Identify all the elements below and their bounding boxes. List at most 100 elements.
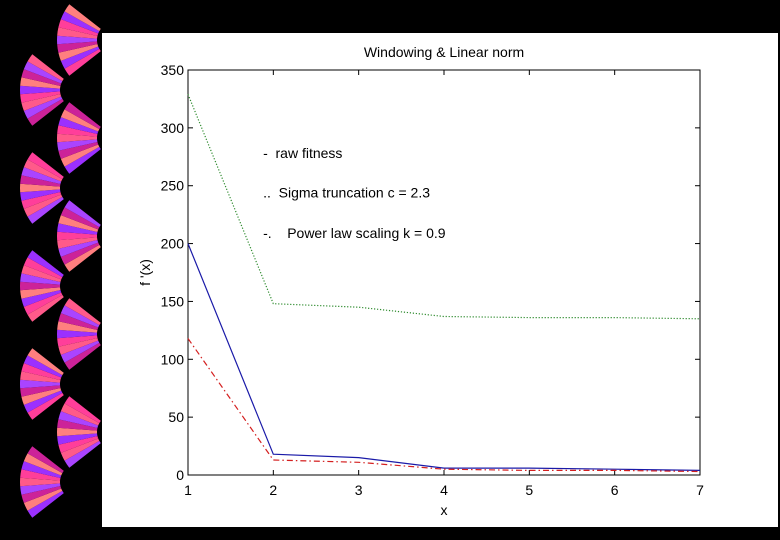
fan-segment (20, 281, 61, 291)
fan-segment (64, 200, 101, 228)
fan-segment (57, 321, 98, 333)
fan-segment (58, 337, 99, 355)
fan-segment (64, 298, 101, 326)
fan-segment (64, 244, 101, 272)
fan-segment (60, 438, 100, 461)
fan-segment (58, 215, 99, 233)
fan-segment (21, 289, 62, 307)
y-tick-label: 50 (168, 409, 184, 425)
fan-shape (19, 54, 64, 126)
fan-segment (58, 239, 99, 257)
chart-title: Windowing & Linear norm (364, 44, 524, 60)
legend-annotation-3: -. Power law scaling k = 0.9 (263, 225, 446, 241)
line-chart: Windowing & Linear norm x f '(x) 1 2 3 4 5 6 7… (137, 44, 704, 518)
fan-segment (57, 433, 98, 445)
x-axis-label: x (441, 502, 448, 518)
fan-segment (60, 403, 100, 426)
fan-segment (23, 96, 63, 119)
x-tick-label: 4 (440, 482, 448, 498)
y-tick-label: 150 (161, 293, 185, 309)
fan-segment (60, 109, 100, 132)
fan-segment (20, 483, 61, 495)
fan-segment (57, 139, 98, 151)
fan-segment (60, 305, 100, 328)
y-tick-label: 350 (161, 62, 185, 78)
fan-segment (58, 313, 99, 331)
fan-segment (64, 102, 101, 130)
fan-segment (64, 396, 101, 424)
fan-segment (20, 77, 61, 89)
fan-segment (60, 46, 100, 69)
fan-segment (60, 11, 100, 34)
fan-segment (21, 167, 62, 185)
fan-segment (20, 273, 61, 285)
x-tick-label: 6 (611, 482, 619, 498)
fan-segment (20, 371, 61, 383)
fan-shape (20, 250, 64, 322)
figure-panel: Windowing & Linear norm x f '(x) 1 2 3 4 5 6 7… (102, 33, 778, 527)
fan-segment (27, 54, 64, 82)
fan-segment (21, 461, 62, 479)
fan-segment (27, 98, 64, 126)
fan-segment (23, 488, 63, 511)
fan-segment (19, 477, 61, 487)
fan-segment (23, 159, 63, 182)
fan-shape (20, 152, 64, 224)
fan-segment (57, 419, 98, 431)
fan-segment (57, 27, 98, 39)
series-lines (187, 94, 701, 473)
fan-segment (57, 427, 98, 437)
x-tick-label: 2 (269, 482, 277, 498)
fan-segment (20, 175, 61, 187)
fan-segment (20, 469, 61, 481)
y-tick-label: 300 (161, 120, 185, 136)
series-line-3 (187, 338, 701, 473)
fan-segment (23, 194, 63, 217)
fan-segment (60, 144, 100, 167)
series-line-2 (187, 94, 701, 320)
fan-segment (60, 207, 100, 230)
fan-segment (23, 61, 63, 84)
fan-shape (20, 348, 64, 420)
fan-segment (60, 340, 100, 363)
fan-segment (23, 390, 63, 413)
fan-segment (21, 363, 62, 381)
fan-shape (57, 200, 101, 272)
fan-segment (23, 355, 63, 378)
fan-segment (58, 411, 99, 429)
fan-segment (20, 379, 61, 389)
fan-segment (57, 329, 98, 339)
fan-segment (57, 335, 98, 347)
x-tick-label: 1 (184, 482, 192, 498)
x-tick-label: 5 (525, 482, 533, 498)
fan-segment (57, 231, 98, 241)
fan-segment (21, 191, 62, 209)
fan-segment (20, 189, 61, 201)
fan-segment (27, 250, 64, 278)
series-line-1 (187, 243, 701, 471)
fan-segment (27, 446, 64, 474)
fan-segment (21, 69, 62, 87)
fan-shape (57, 298, 101, 370)
x-tick-label: 3 (355, 482, 363, 498)
fan-segment (23, 257, 63, 280)
fan-segment (57, 237, 98, 249)
fan-segment (57, 133, 98, 143)
legend-annotation-1: - raw fitness (263, 145, 342, 161)
fan-segment (19, 85, 61, 95)
fan-segment (57, 223, 98, 235)
fan-segment (21, 93, 62, 111)
fan-segment (21, 265, 62, 283)
fan-segment (60, 242, 100, 265)
fan-segment (20, 287, 61, 299)
fan-segment (20, 91, 61, 103)
fan-segment (57, 41, 98, 53)
fan-segment (27, 490, 64, 518)
fan-shape (57, 396, 101, 468)
y-tick-label: 100 (161, 351, 185, 367)
fan-segment (58, 117, 99, 135)
y-tick-label: 250 (161, 178, 185, 194)
fan-segment (20, 183, 61, 193)
fan-segment (64, 440, 101, 468)
fan-segment (23, 453, 63, 476)
